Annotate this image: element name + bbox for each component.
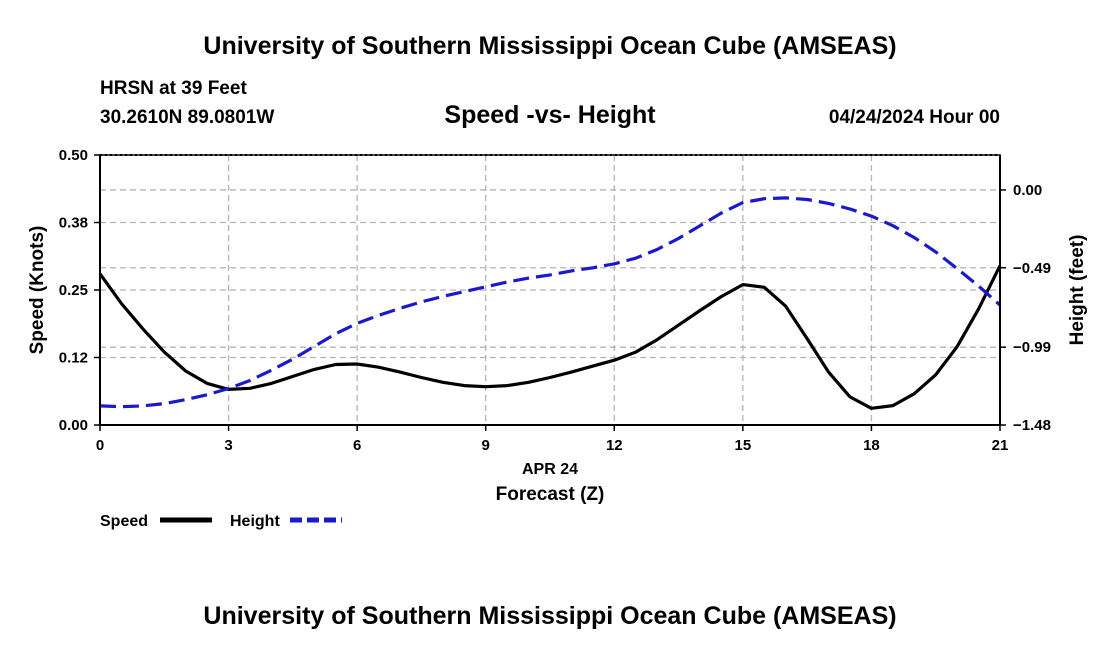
coordinates-label: 30.2610N 89.0801W [100, 107, 275, 128]
datetime-label: 04/24/2024 Hour 00 [828, 107, 1000, 128]
x-tick-label: 21 [992, 437, 1009, 454]
chart-title-top: University of Southern Mississippi Ocean… [203, 32, 897, 60]
legend-label-height: Height [230, 513, 280, 530]
y-left-tick-label: 0.50 [59, 147, 88, 164]
speed-height-chart: 0 3 6 9 12 15 18 21 0.00 0.12 0.25 0.38 0.50 −1.48 −0.… [27, 147, 1088, 530]
y-left-tick-label: 0.12 [59, 350, 88, 367]
x-tick-label: 18 [863, 437, 880, 454]
x-tick-label: 3 [224, 437, 232, 454]
x-tick-label: 12 [606, 437, 623, 454]
series-line-height [99, 196, 1002, 409]
tick-layer: 0 3 6 9 12 15 18 21 0.00 0.12 0.25 0.38 0.50 −1.48 −0.… [59, 147, 1051, 454]
series-layer [98, 196, 1002, 410]
x-tick-label: 6 [353, 437, 361, 454]
series-line-speed [98, 264, 1002, 410]
y-right-tick-label: −0.49 [1013, 260, 1051, 277]
y-axis-left-label: Speed (Knots) [27, 226, 48, 355]
y-left-tick-label: 0.00 [59, 417, 88, 434]
chart-title-bottom: University of Southern Mississippi Ocean… [203, 602, 897, 630]
x-tick-label: 9 [482, 437, 490, 454]
y-right-tick-label: −0.99 [1013, 339, 1051, 356]
x-sublabel: APR 24 [522, 461, 578, 478]
x-axis-label: Forecast (Z) [496, 484, 605, 505]
y-left-tick-label: 0.38 [59, 215, 88, 232]
station-label: HRSN at 39 Feet [100, 78, 247, 99]
y-right-tick-label: −1.48 [1013, 417, 1051, 434]
legend-label-speed: Speed [100, 513, 148, 530]
chart-subtitle: Speed -vs- Height [444, 101, 656, 129]
y-right-tick-label: 0.00 [1013, 182, 1042, 199]
legend: Speed Height [100, 513, 342, 530]
y-axis-right-label: Height (feet) [1067, 235, 1088, 346]
x-tick-label: 15 [735, 437, 752, 454]
grid-layer [100, 155, 1000, 425]
y-left-tick-label: 0.25 [59, 282, 88, 299]
x-tick-label: 0 [96, 437, 104, 454]
